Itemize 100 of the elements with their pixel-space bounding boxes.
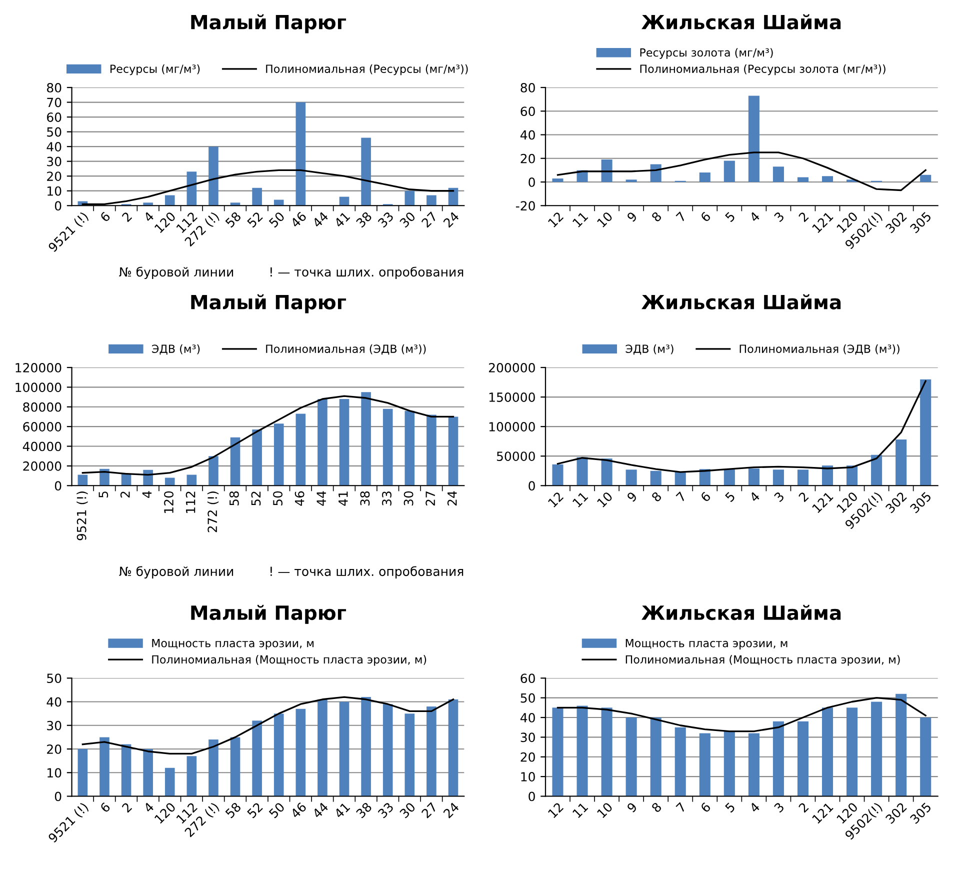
- bar: [797, 721, 808, 796]
- bar: [252, 430, 262, 486]
- bar: [650, 470, 662, 486]
- bar: [274, 200, 284, 206]
- x-tick-label: 120: [154, 802, 176, 824]
- bar: [576, 457, 588, 486]
- x-tick-label: 2: [798, 492, 809, 502]
- x-tick-label: 4: [143, 802, 154, 814]
- bar: [552, 708, 564, 796]
- y-tick-label: 10: [48, 768, 62, 778]
- bar: [186, 172, 197, 206]
- chart-title: Малый Парюг: [191, 604, 346, 624]
- bar: [318, 699, 328, 796]
- y-tick-label: 50: [47, 674, 62, 684]
- x-tick-label: 5: [724, 492, 736, 502]
- bar: [772, 470, 784, 486]
- bar: [296, 414, 306, 486]
- bar: [361, 392, 371, 486]
- legend-label: Полиномиальная (Ресурсы золота (мг/м³)): [640, 64, 886, 76]
- x-tick-label: 11: [572, 802, 588, 818]
- y-tick-label: 60: [520, 106, 535, 116]
- x-tick-label: 7: [676, 802, 686, 813]
- x-tick-label: 30: [404, 491, 414, 506]
- bar: [296, 708, 306, 796]
- y-tick-label: 10: [48, 186, 62, 196]
- bar: [208, 146, 218, 206]
- bar: [318, 399, 328, 486]
- bar: [699, 733, 710, 796]
- bar: [772, 721, 784, 796]
- y-tick-label: 100000: [16, 382, 62, 392]
- bar: [382, 704, 393, 796]
- x-tick-label: 24: [442, 802, 460, 818]
- x-tick-label: 5: [724, 212, 736, 222]
- y-tick-label: 0: [528, 792, 535, 802]
- bar: [552, 464, 564, 486]
- bar: [230, 437, 240, 486]
- y-tick-label: 0: [528, 177, 535, 187]
- text: № буровой линии: [119, 566, 234, 578]
- bar: [186, 756, 197, 796]
- x-tick-label: 33: [382, 491, 392, 506]
- y-tick-label: 20: [520, 752, 535, 762]
- bar: [296, 102, 306, 206]
- bar: [920, 174, 932, 182]
- x-tick-label: 4: [749, 211, 760, 222]
- bar: [896, 694, 907, 796]
- x-tick-label: 38: [360, 491, 370, 506]
- bar: [252, 188, 262, 206]
- x-tick-label: 7: [676, 492, 686, 502]
- y-tick-label: 30: [47, 720, 62, 730]
- bar: [724, 731, 735, 796]
- legend-label: Полиномиальная (ЭДВ (м³)): [266, 344, 426, 355]
- y-tick-label: 50: [520, 693, 535, 703]
- bar: [626, 718, 637, 796]
- bar: [208, 456, 218, 486]
- x-tick-label: 44: [312, 211, 329, 228]
- legend-label: Ресурсы (мг/м³): [110, 64, 200, 76]
- y-tick-label: 10: [521, 772, 535, 782]
- x-tick-label: 10: [596, 211, 614, 228]
- x-tick-label: 24: [442, 211, 460, 228]
- text: ! — точка шлих. опробования: [270, 266, 464, 280]
- x-tick-label: 2: [121, 802, 132, 813]
- x-tick-label: 50: [268, 211, 286, 228]
- x-tick-label: 10: [596, 802, 614, 818]
- x-tick-label: 24: [447, 491, 457, 506]
- x-tick-label: 4: [749, 802, 760, 814]
- x-tick-label: 33: [377, 211, 394, 228]
- bar: [274, 424, 284, 486]
- bar: [208, 740, 218, 796]
- bar: [230, 737, 240, 796]
- x-tick-label: 2: [798, 802, 809, 813]
- bar: [426, 414, 436, 486]
- x-tick-label: 121: [812, 802, 834, 824]
- bar: [404, 190, 415, 206]
- x-tick-label: 6: [700, 211, 712, 222]
- y-tick-label: 80: [46, 82, 62, 92]
- x-tick-label: 3: [774, 802, 785, 813]
- y-tick-label: 200000: [488, 362, 535, 372]
- bar: [748, 733, 760, 796]
- x-tick-label: 2: [798, 212, 809, 222]
- legend-label: Полиномиальная (Ресурсы (мг/м³)): [266, 64, 468, 76]
- bar: [339, 399, 350, 486]
- bar: [121, 744, 132, 796]
- bar: [920, 718, 932, 796]
- x-tick-label: 272 (!): [207, 492, 219, 532]
- x-tick-label: 8: [650, 211, 662, 222]
- y-tick-label: 0: [54, 201, 62, 211]
- y-tick-label: 80000: [23, 402, 62, 412]
- bar: [552, 178, 564, 182]
- bar: [650, 718, 662, 796]
- line-series: [82, 395, 454, 476]
- bar: [846, 708, 858, 796]
- bar: [143, 749, 153, 796]
- x-tick-label: 2: [120, 492, 130, 498]
- y-tick-label: 40000: [22, 442, 62, 452]
- bar: [871, 702, 882, 796]
- x-tick-label: 38: [356, 211, 372, 228]
- x-tick-label: 44: [316, 491, 326, 506]
- x-tick-label: 120: [164, 491, 174, 513]
- bar: [339, 702, 350, 796]
- y-tick-label: 0: [54, 481, 62, 491]
